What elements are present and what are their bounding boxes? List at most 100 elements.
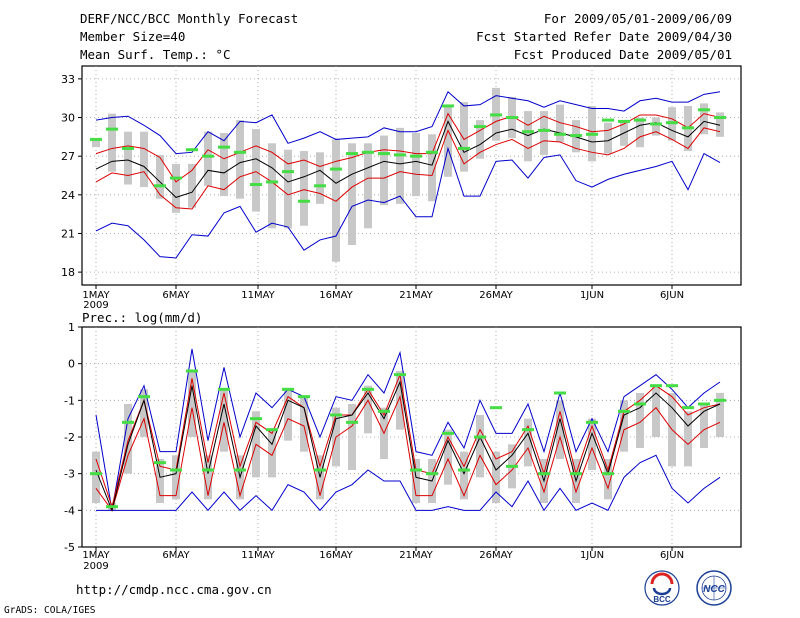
temp-observed-marker xyxy=(314,184,326,188)
temp-x-tick-label: 11MAY xyxy=(241,290,275,301)
temp-observed-marker xyxy=(218,145,230,149)
temp-spread-box xyxy=(636,117,644,148)
prec-spread-box xyxy=(188,371,196,437)
prec-observed-marker xyxy=(218,387,230,391)
prec-max-line xyxy=(95,348,721,511)
temp-observed-marker xyxy=(682,126,694,130)
temp-observed-marker xyxy=(330,167,342,171)
prec-observed-marker xyxy=(154,461,166,465)
member-size-label: Member Size=40 xyxy=(80,29,186,44)
temp-spread-box xyxy=(620,121,628,146)
prec-spread-box xyxy=(348,404,356,470)
temp-observed-marker xyxy=(154,184,166,188)
prec-spread-box xyxy=(476,415,484,478)
temp-observed-marker xyxy=(554,132,566,136)
temp-spread-box xyxy=(204,131,212,186)
temp-spread-box xyxy=(412,132,420,197)
temp-spread-box xyxy=(428,134,436,202)
prec-observed-marker xyxy=(138,395,150,399)
prec-observed-marker xyxy=(474,435,486,439)
prec-observed-marker xyxy=(170,468,182,472)
temp-observed-marker xyxy=(490,113,502,117)
temp-spread-box xyxy=(476,120,484,159)
temp-observed-marker xyxy=(282,170,294,174)
prec-spread-box xyxy=(124,404,132,474)
source-url[interactable]: http://cmdp.ncc.cma.gov.cn xyxy=(76,582,272,597)
prec-observed-marker xyxy=(314,468,326,472)
prec-observed-marker xyxy=(570,472,582,476)
temp-observed-marker xyxy=(522,130,534,134)
temp-observed-marker xyxy=(378,152,390,156)
prec-observed-marker xyxy=(682,406,694,410)
prec-spread-box xyxy=(140,389,148,437)
temp-observed-marker xyxy=(538,128,550,132)
temp-x-tick-label: 1MAY xyxy=(82,290,110,301)
prec-ensemble-mean-line xyxy=(95,380,721,512)
temp-lower-quartile-line xyxy=(95,127,721,210)
prec-observed-marker xyxy=(250,417,262,421)
temp-spread-box xyxy=(156,154,164,199)
temp-observed-marker xyxy=(458,146,470,150)
temp-spread-box xyxy=(284,149,292,229)
forecast-period-label: For 2009/05/01-2009/06/09 xyxy=(543,11,732,26)
prec-observed-marker xyxy=(282,387,294,391)
prec-spread-box xyxy=(604,459,612,500)
temp-spread-box xyxy=(540,111,548,155)
temp-observed-marker xyxy=(570,134,582,138)
prec-spread-box xyxy=(412,459,420,503)
prec-spread-box xyxy=(156,459,164,503)
prec-spread-box xyxy=(636,393,644,448)
grads-credit: GrADS: COLA/IGES xyxy=(4,605,96,616)
temp-spread-box xyxy=(604,122,612,154)
prec-spread-box xyxy=(204,455,212,500)
prec-spread-box xyxy=(220,389,228,452)
temp-panel: 18 21 24 27 30 33 1MAY 6MAY 11MAY 16MAY 21MAY 26MAY… xyxy=(61,65,742,311)
prec-y-tick-label: 1 xyxy=(68,321,75,334)
temp-spread-box xyxy=(652,117,660,136)
bcc-logo: BCC xyxy=(644,570,680,606)
temp-observed-marker xyxy=(266,180,278,184)
prec-observed-marker xyxy=(234,468,246,472)
forecast-start-date-label: Fcst Started Refer Date 2009/04/30 xyxy=(476,29,732,44)
prec-observed-marker xyxy=(490,406,502,410)
variable-label: Mean Surf. Temp.: °C xyxy=(80,47,231,62)
temp-x-tick-label: 6MAY xyxy=(162,290,190,301)
temp-observed-marker xyxy=(298,199,310,203)
temp-upper-quartile-line xyxy=(95,112,721,183)
prec-observed-marker xyxy=(538,472,550,476)
prec-observed-marker xyxy=(298,395,310,399)
prec-x-tick-label: 21MAY xyxy=(399,550,433,561)
temp-observed-marker xyxy=(394,153,406,157)
temp-observed-marker xyxy=(234,150,246,154)
prec-spread-box xyxy=(300,396,308,452)
prec-observed-marker xyxy=(554,391,566,395)
prec-spread-box xyxy=(364,385,372,434)
temp-observed-marker xyxy=(186,148,198,152)
prec-x-tick-label: 11MAY xyxy=(241,550,275,561)
temp-spread-box xyxy=(556,104,564,143)
temp-observed-marker xyxy=(474,125,486,129)
prec-observed-marker xyxy=(378,409,390,413)
prec-observed-marker xyxy=(122,420,134,424)
temp-spread-box xyxy=(348,143,356,246)
prec-spread-box xyxy=(444,429,452,485)
prec-spread-box xyxy=(396,371,404,430)
temp-spread-box xyxy=(124,131,132,185)
temp-y-tick-label: 18 xyxy=(61,266,75,279)
prec-observed-marker xyxy=(634,402,646,406)
temp-observed-marker xyxy=(202,154,214,158)
prec-observed-marker xyxy=(602,472,614,476)
prec-observed-marker xyxy=(426,472,438,476)
prec-y-tick-label: -1 xyxy=(64,394,75,407)
temp-observed-marker xyxy=(250,183,262,187)
temp-spread-box xyxy=(716,112,724,137)
temp-observed-marker xyxy=(426,150,438,154)
forecast-produced-date-label: Fcst Produced Date 2009/05/01 xyxy=(513,47,732,62)
temp-x-tick-label: 16MAY xyxy=(319,290,353,301)
prec-x-tick-label: 1JUN xyxy=(580,550,604,561)
temp-observed-marker xyxy=(618,119,630,123)
prec-y-tick-label: 0 xyxy=(68,358,75,371)
prec-spread-box xyxy=(588,418,596,470)
prec-spread-box xyxy=(92,451,100,503)
